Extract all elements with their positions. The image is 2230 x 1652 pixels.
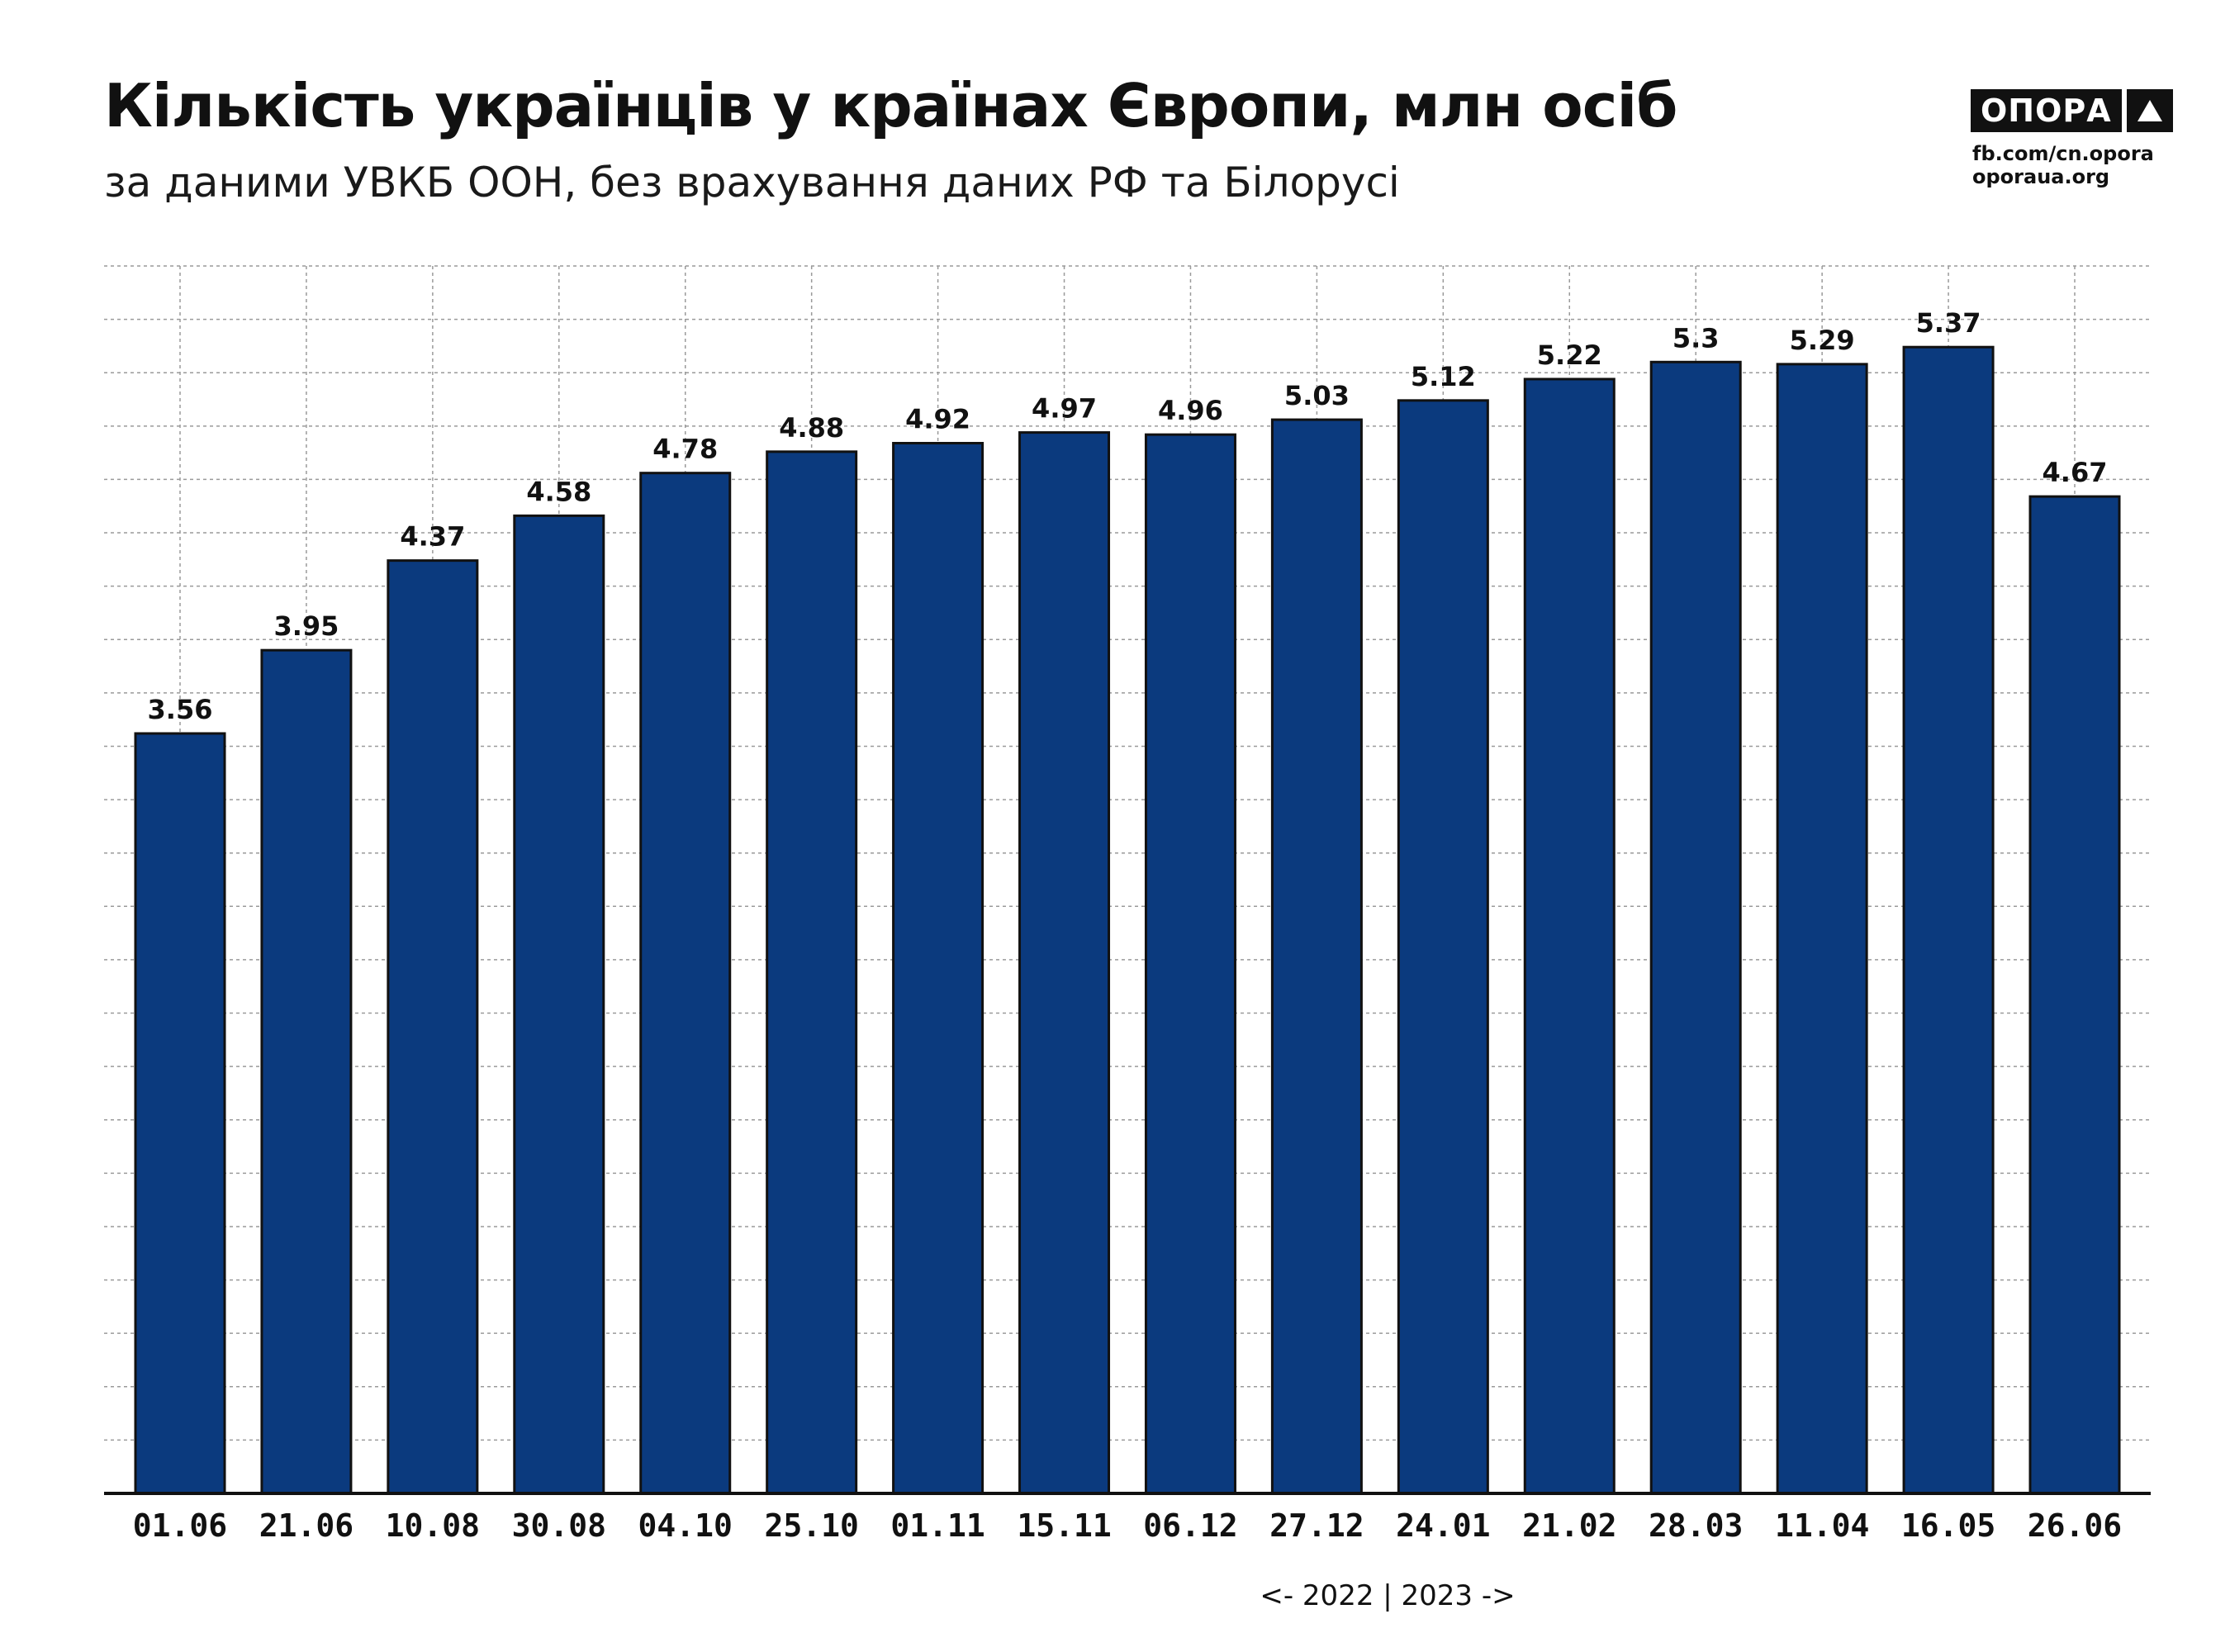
value-label: 3.56 — [148, 694, 213, 725]
triangle-icon — [2126, 89, 2173, 132]
bar-27.12 — [1270, 418, 1363, 1495]
x-tick-label: 25.10 — [764, 1507, 858, 1544]
value-label: 5.03 — [1284, 380, 1350, 411]
x-tick-label: 30.08 — [512, 1507, 606, 1544]
bar-21.02 — [1523, 377, 1616, 1495]
value-label: 4.96 — [1158, 395, 1223, 426]
bar-16.05 — [1902, 345, 1995, 1495]
bar-15.11 — [1018, 431, 1111, 1495]
value-label: 5.29 — [1790, 325, 1855, 356]
value-label: 4.37 — [400, 521, 465, 553]
logo-wordmark: ОПОРА — [1971, 89, 2122, 132]
bars — [134, 345, 2121, 1495]
bar-11.04 — [1776, 363, 1868, 1495]
value-label: 4.58 — [526, 476, 591, 507]
x-tick-label: 27.12 — [1269, 1507, 1364, 1544]
bar-04.10 — [639, 472, 732, 1495]
x-tick-label: 21.02 — [1522, 1507, 1616, 1544]
value-label: 5.3 — [1672, 322, 1720, 354]
bar-24.01 — [1397, 399, 1489, 1495]
year-divider-note: <- 2022 | 2023 -> — [1260, 1579, 1516, 1612]
bar-01.06 — [134, 732, 226, 1495]
bar-10.08 — [387, 559, 479, 1495]
chart-subtitle: за даними УВКБ ООН, без врахування даних… — [104, 159, 1400, 206]
value-label: 5.12 — [1411, 361, 1476, 392]
x-tick-label: 06.12 — [1143, 1507, 1237, 1544]
x-tick-label: 10.08 — [386, 1507, 480, 1544]
website-link[interactable]: oporaua.org — [1972, 165, 2110, 188]
x-tick-label: 11.04 — [1775, 1507, 1869, 1544]
value-label: 4.67 — [2043, 457, 2108, 488]
value-labels: 3.56 3.95 4.37 4.58 4.78 4.88 4.92 4.97 4.96 5.03… — [148, 307, 2108, 725]
facebook-link[interactable]: fb.com/cn.opora — [1972, 142, 2154, 165]
value-label: 4.97 — [1032, 393, 1097, 425]
x-tick-label: 01.11 — [890, 1507, 985, 1544]
bar-21.06 — [260, 648, 353, 1495]
bar-26.06 — [2028, 495, 2121, 1495]
opora-logo[interactable]: ОПОРА — [1971, 89, 2173, 132]
x-tick-label: 01.06 — [133, 1507, 227, 1544]
x-tick-label: 28.03 — [1649, 1507, 1743, 1544]
value-label: 5.22 — [1537, 339, 1602, 371]
x-tick-label: 15.11 — [1017, 1507, 1111, 1544]
value-label: 4.88 — [779, 412, 844, 444]
x-tick-labels: 01.06 21.06 10.08 30.08 04.10 25.10 01.11 15.11… — [133, 1507, 2122, 1544]
bar-30.08 — [513, 514, 605, 1495]
bar-06.12 — [1144, 433, 1236, 1495]
chart-title: Кількість українців у країнах Європи, мл… — [104, 71, 1677, 140]
bar-01.11 — [892, 442, 985, 1495]
value-label: 3.95 — [273, 610, 339, 642]
x-tick-label: 16.05 — [1901, 1507, 1995, 1544]
x-tick-label: 21.06 — [259, 1507, 353, 1544]
value-label: 5.37 — [1916, 307, 1981, 339]
bar-25.10 — [766, 450, 858, 1495]
x-tick-label: 04.10 — [638, 1507, 733, 1544]
x-tick-label: 24.01 — [1396, 1507, 1490, 1544]
value-label: 4.92 — [905, 404, 970, 435]
bar-28.03 — [1649, 360, 1742, 1495]
value-label: 4.78 — [652, 434, 718, 465]
x-tick-label: 26.06 — [2028, 1507, 2122, 1544]
